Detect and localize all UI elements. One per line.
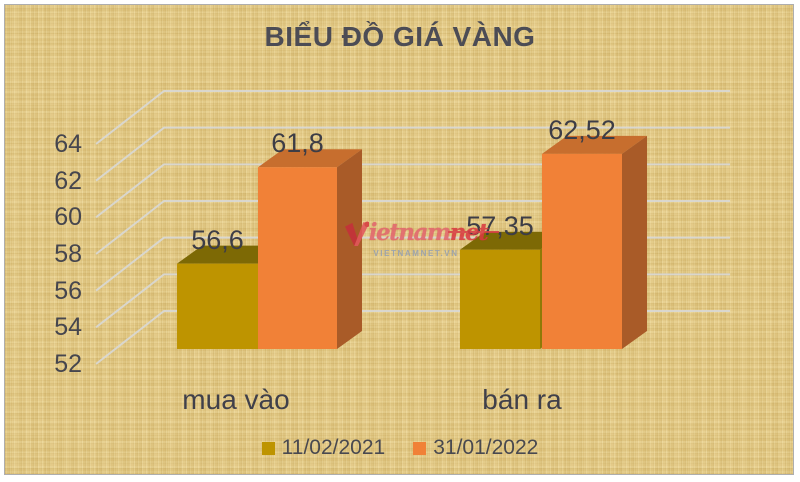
legend-swatch-series2 [413, 441, 427, 455]
vietnamnet-logo: ietnamnet [336, 214, 496, 248]
category-label-bán ra: bán ra [482, 384, 562, 415]
y-tick-64: 64 [54, 130, 82, 158]
y-tick-52: 52 [54, 350, 82, 378]
bar-31/01/2022-mua vào-top [258, 149, 362, 168]
value-label-31/01/2022-bán ra: 62,52 [548, 114, 616, 145]
value-label-11/02/2021-mua vào: 56,6 [191, 224, 244, 255]
category-label-mua vào: mua vào [182, 384, 290, 415]
bar-11/02/2021-mua vào-front [177, 263, 258, 349]
bar-31/01/2022-mua vào-side [337, 149, 362, 349]
vietnamnet-watermark: ietnamnet VIETNAMNET.VN [336, 214, 496, 258]
bar-31/01/2022-bán ra-top [542, 135, 647, 154]
gridline-62 [95, 126, 730, 182]
y-tick-56: 56 [54, 276, 82, 305]
vietnamnet-v-icon [344, 221, 369, 246]
vietnamnet-logo-text: ietnamnet [368, 219, 489, 246]
y-tick-54: 54 [54, 313, 82, 342]
y-tick-60: 60 [54, 203, 82, 232]
bar-31/01/2022-bán ra-front [542, 153, 622, 349]
y-tick-62: 62 [54, 166, 82, 195]
bar-11/02/2021-mua vào-top [177, 245, 283, 264]
gridline-64 [95, 90, 730, 145]
legend-swatch-series1 [261, 441, 275, 455]
bar-31/01/2022-bán ra-side [622, 135, 647, 349]
legend-item-series1: 11/02/2021 [261, 436, 386, 460]
legend-label-series1: 11/02/2021 [281, 436, 386, 459]
chart-title: BIỂU ĐỒ GIÁ VÀNG [264, 21, 536, 52]
gridline-58 [95, 200, 730, 255]
bar-31/01/2022-mua vào-front [258, 167, 337, 349]
y-tick-58: 58 [54, 240, 82, 268]
gridline-60 [95, 163, 730, 219]
legend: 11/02/2021 31/01/2022 [0, 436, 800, 460]
legend-item-series2: 31/01/2022 [413, 436, 538, 460]
value-label-31/01/2022-mua vào: 61,8 [271, 128, 324, 159]
vietnamnet-url-text: VIETNAMNET.VN [373, 249, 459, 258]
chart-background-panel [4, 4, 794, 475]
legend-label-series2: 31/01/2022 [433, 436, 539, 459]
bar-11/02/2021-bán ra-front [460, 249, 540, 349]
